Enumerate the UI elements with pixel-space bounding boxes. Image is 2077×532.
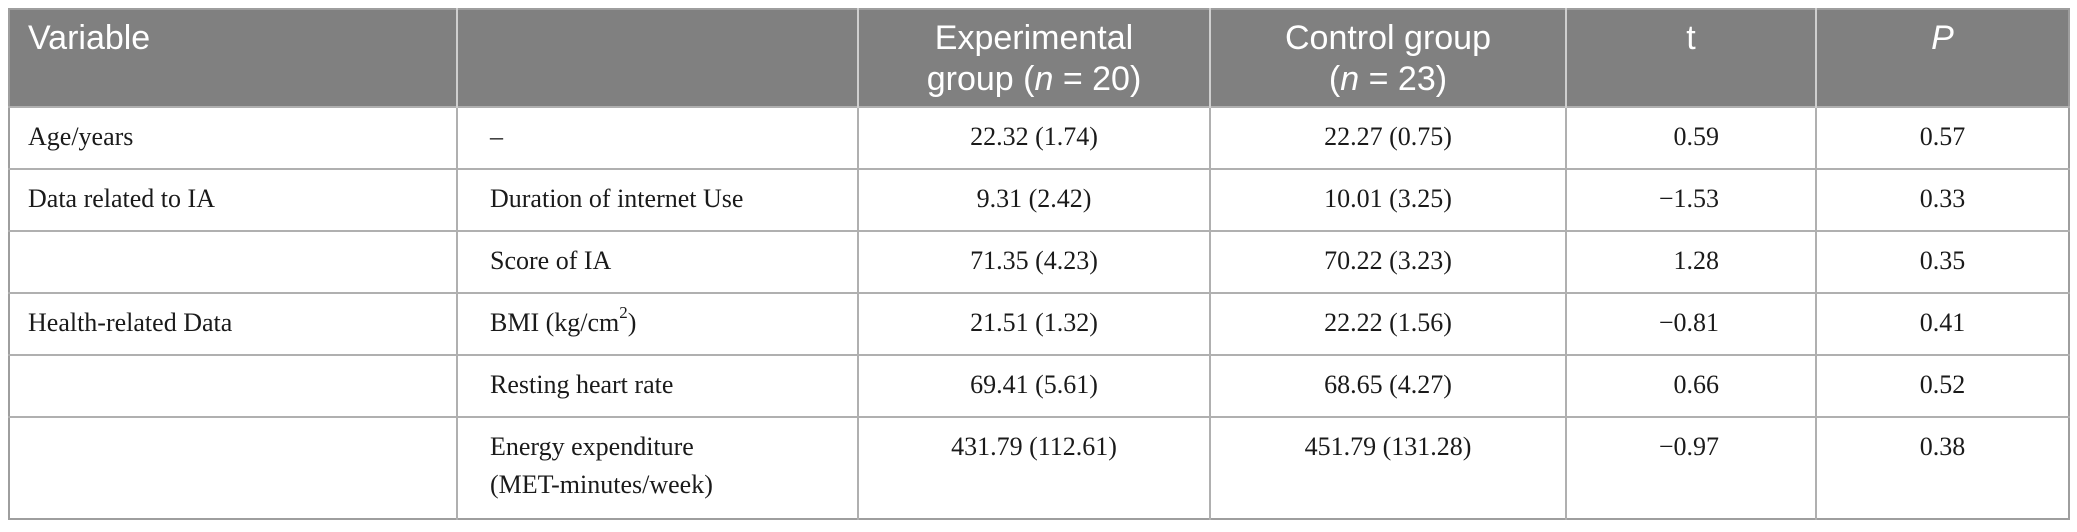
cell-subvariable: Resting heart rate — [457, 354, 859, 417]
cell-variable — [9, 416, 458, 519]
cell-experimental: 9.31 (2.42) — [858, 168, 1211, 231]
cell-subvariable-line1: Energy expenditure — [490, 432, 694, 461]
cell-p: 0.52 — [1816, 354, 2069, 417]
cell-subvariable-line2: (MET-minutes/week) — [490, 470, 713, 499]
table-row: Data related to IA Duration of internet … — [9, 168, 2069, 231]
header-control-post: = 23) — [1359, 60, 1448, 98]
cell-p: 0.33 — [1816, 168, 2069, 231]
comparison-table: Variable Experimental group (n = 20) Con… — [8, 8, 2070, 520]
cell-subvariable: BMI (kg/cm2) — [457, 292, 859, 355]
cell-variable: Data related to IA — [9, 168, 458, 231]
cell-variable — [9, 230, 458, 293]
cell-p: 0.41 — [1816, 292, 2069, 355]
header-control-pre: ( — [1328, 60, 1341, 98]
header-experimental-n: n — [1034, 60, 1054, 98]
table-row: Score of IA 71.35 (4.23) 70.22 (3.23) 1.… — [9, 230, 2069, 293]
cell-subvariable: Energy expenditure (MET-minutes/week) — [457, 416, 859, 519]
data-table-container: Variable Experimental group (n = 20) Con… — [8, 8, 2070, 524]
cell-t: 0.66 — [1566, 354, 1817, 417]
cell-subvariable-superscript: 2 — [619, 303, 628, 323]
cell-experimental: 21.51 (1.32) — [858, 292, 1211, 355]
cell-t: 1.28 — [1566, 230, 1817, 293]
cell-p: 0.38 — [1816, 416, 2069, 519]
header-control: Control group (n = 23) — [1210, 9, 1567, 107]
header-experimental: Experimental group (n = 20) — [858, 9, 1211, 107]
header-experimental-pre: group ( — [926, 60, 1035, 98]
cell-control: 10.01 (3.25) — [1210, 168, 1567, 231]
cell-experimental: 71.35 (4.23) — [858, 230, 1211, 293]
header-t: t — [1566, 9, 1817, 107]
header-control-n: n — [1340, 60, 1360, 98]
cell-t: −0.97 — [1566, 416, 1817, 519]
cell-subvariable: Duration of internet Use — [457, 168, 859, 231]
header-experimental-post: = 20) — [1053, 60, 1142, 98]
header-control-line1: Control group — [1284, 19, 1491, 57]
cell-p: 0.57 — [1816, 106, 2069, 169]
cell-variable: Age/years — [9, 106, 458, 169]
table-row: Energy expenditure (MET-minutes/week) 431… — [9, 416, 2069, 519]
cell-t: −1.53 — [1566, 168, 1817, 231]
cell-experimental: 69.41 (5.61) — [858, 354, 1211, 417]
header-variable: Variable — [9, 9, 458, 107]
cell-p: 0.35 — [1816, 230, 2069, 293]
cell-experimental: 22.32 (1.74) — [858, 106, 1211, 169]
cell-control: 22.22 (1.56) — [1210, 292, 1567, 355]
header-subvariable — [457, 9, 859, 107]
cell-control: 70.22 (3.23) — [1210, 230, 1567, 293]
header-experimental-line1: Experimental — [934, 19, 1134, 57]
table-row: Health-related Data BMI (kg/cm2) 21.51 (… — [9, 292, 2069, 355]
cell-control: 22.27 (0.75) — [1210, 106, 1567, 169]
cell-experimental: 431.79 (112.61) — [858, 416, 1211, 519]
header-p: P — [1816, 9, 2069, 107]
table-row: Age/years – 22.32 (1.74) 22.27 (0.75) 0.… — [9, 106, 2069, 169]
cell-subvariable-suffix: ) — [627, 308, 637, 337]
cell-subvariable-text: BMI (kg/cm — [490, 308, 620, 337]
cell-subvariable: – — [457, 106, 859, 169]
cell-t: −0.81 — [1566, 292, 1817, 355]
cell-control: 68.65 (4.27) — [1210, 354, 1567, 417]
cell-t: 0.59 — [1566, 106, 1817, 169]
cell-subvariable: Score of IA — [457, 230, 859, 293]
table-header-row: Variable Experimental group (n = 20) Con… — [9, 9, 2069, 107]
cell-variable — [9, 354, 458, 417]
cell-control: 451.79 (131.28) — [1210, 416, 1567, 519]
cell-variable: Health-related Data — [9, 292, 458, 355]
table-row: Resting heart rate 69.41 (5.61) 68.65 (4… — [9, 354, 2069, 417]
